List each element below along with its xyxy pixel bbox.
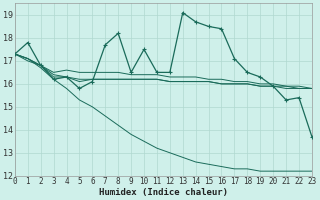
X-axis label: Humidex (Indice chaleur): Humidex (Indice chaleur) xyxy=(99,188,228,197)
